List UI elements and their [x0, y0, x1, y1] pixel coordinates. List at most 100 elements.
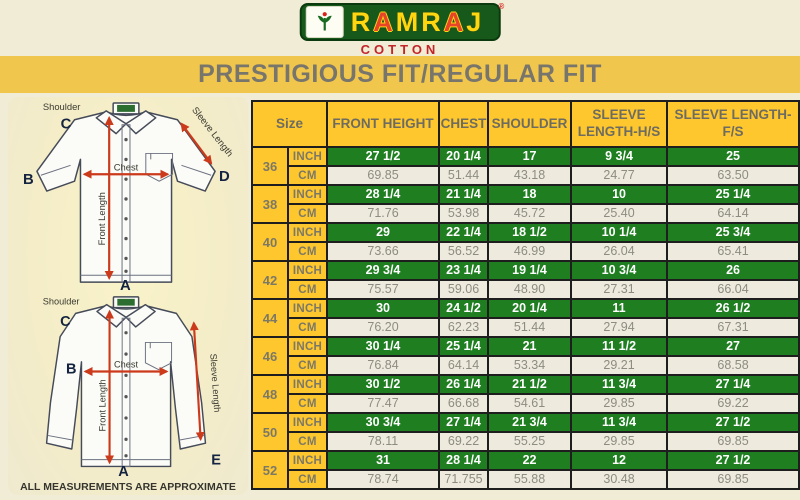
half-sleeve-shirt-diagram: Shoulder Chest Front Length Sleeve Lengt… [23, 101, 236, 294]
cm-value-cell: 51.44 [438, 165, 490, 186]
inch-value-cell: 25 3/4 [666, 222, 800, 243]
inch-value-cell: 11 3/4 [570, 412, 669, 433]
inch-value-cell: 30 [326, 298, 441, 319]
front-length-label: Front Length [98, 379, 108, 431]
point-a: A [118, 464, 129, 480]
table-row-cm: CM 69.85 51.44 43.18 24.77 63.50 [252, 165, 800, 186]
point-c: C [60, 314, 71, 330]
inch-value-cell: 27 1/2 [666, 412, 800, 433]
pocket [144, 341, 173, 371]
point-c: C [61, 117, 72, 133]
inch-value-cell: 25 1/4 [438, 336, 490, 357]
cm-value-cell: 69.85 [326, 165, 441, 186]
cm-value-cell: 53.98 [438, 203, 490, 224]
unit-cm-label: CM [286, 393, 329, 414]
inch-value-cell: 23 1/4 [438, 260, 490, 281]
fit-banner: PRESTIGIOUS FIT/REGULAR FIT [0, 56, 800, 93]
placket [121, 124, 131, 283]
unit-inch-label: INCH [286, 260, 329, 281]
inch-value-cell: 12 [570, 450, 669, 471]
inch-value-cell: 29 3/4 [326, 260, 441, 281]
table-row-inch: 48 INCH 30 1/2 26 1/4 21 1/2 11 3/4 27 1/4 [251, 374, 800, 414]
cm-value-cell: 53.34 [487, 355, 573, 376]
cm-value-cell: 55.88 [487, 469, 573, 490]
cm-value-cell: 78.11 [326, 431, 441, 452]
size-cell: 40 [251, 222, 289, 262]
unit-inch-label: INCH [286, 450, 329, 471]
unit-inch-label: INCH [286, 298, 329, 319]
table-row-cm: CM 73.66 56.52 46.99 26.04 65.41 [252, 241, 800, 262]
buttons [124, 331, 128, 458]
header-col-3: SLEEVE LENGTH-H/S [570, 100, 669, 148]
inch-value-cell: 22 [487, 450, 573, 471]
inch-value-cell: 30 1/4 [326, 336, 441, 357]
inch-value-cell: 18 [487, 184, 573, 205]
cm-value-cell: 75.57 [326, 279, 441, 300]
cm-value-cell: 59.06 [438, 279, 490, 300]
cm-value-cell: 29.21 [570, 355, 669, 376]
unit-inch-label: INCH [286, 184, 329, 205]
header-size: Size [250, 100, 329, 148]
inch-value-cell: 11 1/2 [570, 336, 669, 357]
inch-value-cell: 19 1/4 [487, 260, 573, 281]
table-row-cm: CM 77.47 66.68 54.61 29.85 69.22 [252, 393, 800, 414]
inch-value-cell: 30 3/4 [326, 412, 441, 433]
cm-value-cell: 64.14 [438, 355, 490, 376]
unit-cm-label: CM [286, 203, 329, 224]
inch-value-cell: 11 [570, 298, 669, 319]
table-row-inch: 38 INCH 28 1/4 21 1/4 18 10 25 1/4 [251, 184, 800, 224]
size-cell: 46 [251, 336, 289, 376]
cm-value-cell: 64.14 [666, 203, 800, 224]
shoulder-label: Shoulder [43, 297, 80, 307]
inch-value-cell: 26 1/4 [438, 374, 490, 395]
chest-label: Chest [114, 161, 139, 172]
point-b: B [23, 172, 34, 188]
collar-right [125, 110, 157, 135]
cm-value-cell: 30.48 [570, 469, 669, 490]
cm-value-cell: 26.04 [570, 241, 669, 262]
cm-value-cell: 51.44 [487, 317, 573, 338]
inch-value-cell: 22 1/4 [438, 222, 490, 243]
inch-value-cell: 11 3/4 [570, 374, 669, 395]
header-col-2: SHOULDER [487, 100, 573, 148]
table-row-cm: CM 78.74 71.755 55.88 30.48 69.85 [252, 469, 800, 490]
point-e: E [211, 453, 221, 469]
point-b: B [66, 361, 76, 377]
cm-value-cell: 27.94 [570, 317, 669, 338]
inch-value-cell: 9 3/4 [570, 146, 669, 167]
cm-value-cell: 48.90 [487, 279, 573, 300]
cm-value-cell: 46.99 [487, 241, 573, 262]
ramraj-plant-icon [305, 6, 344, 38]
inch-value-cell: 27 1/4 [666, 374, 800, 395]
registered-mark: ® [498, 2, 505, 11]
shirt-body [36, 111, 216, 283]
cm-value-cell: 67.31 [666, 317, 800, 338]
table-row-inch: 52 INCH 31 28 1/4 22 12 27 1/2 [251, 450, 800, 490]
ramraj-logo: RAMRAJ ® COTTON [299, 2, 505, 57]
cm-value-cell: 24.77 [570, 165, 669, 186]
inch-value-cell: 10 1/4 [570, 222, 669, 243]
sleeve-length-label: Sleeve Length [208, 353, 222, 412]
collar-label [117, 298, 135, 306]
cm-value-cell: 63.50 [666, 165, 800, 186]
sleeve-length-arrow [180, 122, 213, 165]
cm-value-cell: 66.04 [666, 279, 800, 300]
cm-value-cell: 69.22 [666, 393, 800, 414]
inch-value-cell: 10 3/4 [570, 260, 669, 281]
cm-value-cell: 29.85 [570, 431, 669, 452]
banner-title: PRESTIGIOUS FIT/REGULAR FIT [198, 60, 602, 88]
inch-value-cell: 26 [666, 260, 800, 281]
size-cell: 36 [251, 146, 289, 186]
point-a: A [120, 278, 131, 294]
size-cell: 42 [251, 260, 289, 300]
cm-value-cell: 43.18 [487, 165, 573, 186]
cm-value-cell: 45.72 [487, 203, 573, 224]
placket [121, 317, 131, 467]
inch-value-cell: 25 [666, 146, 800, 167]
cm-value-cell: 66.68 [438, 393, 490, 414]
unit-inch-label: INCH [286, 146, 329, 167]
shoulder-label: Shoulder [43, 101, 81, 112]
collar-label [117, 104, 135, 112]
size-cell: 52 [251, 450, 289, 490]
brand-subtitle: COTTON [360, 42, 440, 57]
